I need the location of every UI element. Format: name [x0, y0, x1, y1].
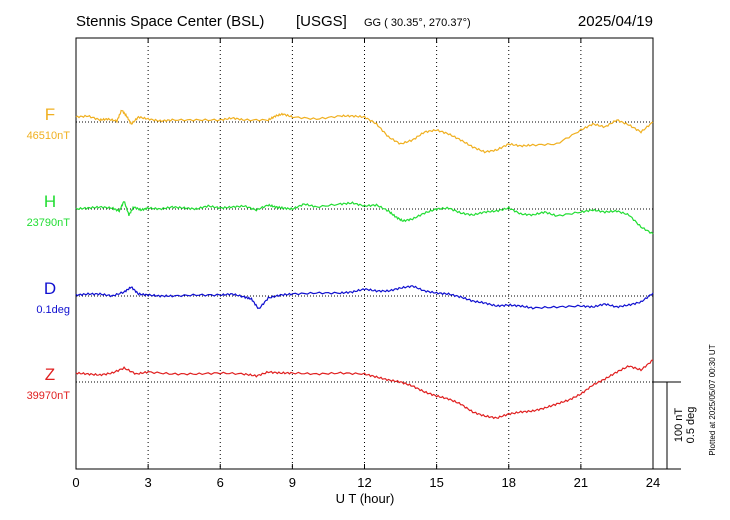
x-tick-label-0: 0	[72, 475, 79, 490]
series-name-D: D	[44, 279, 56, 298]
station-title: Stennis Space Center (BSL)	[76, 13, 264, 30]
x-axis: 0 3 6 9 12 15 18 21 24	[72, 38, 660, 490]
scale-bar-deg-label: 0.5 deg	[685, 407, 697, 444]
series-line-F	[75, 109, 654, 154]
series-group	[75, 109, 654, 420]
x-tick-label-15: 15	[429, 475, 443, 490]
baseline-label-F: 46510nT	[27, 130, 71, 142]
x-tick-label-21: 21	[574, 475, 588, 490]
x-tick-label-12: 12	[357, 475, 371, 490]
baseline-label-Z: 39970nT	[27, 390, 71, 402]
x-tick-label-18: 18	[502, 475, 516, 490]
scale-bar: 100 nT 0.5 deg	[653, 381, 697, 470]
coords-label: GG ( 30.35°, 270.37°)	[364, 17, 471, 29]
series-name-F: F	[45, 105, 55, 124]
series-line-D	[75, 285, 654, 310]
baselines	[76, 121, 653, 383]
series-line-H	[75, 201, 654, 235]
x-tick-label-9: 9	[289, 475, 296, 490]
scale-bar-nt-label: 100 nT	[673, 408, 685, 443]
series-name-H: H	[44, 192, 56, 211]
series-labels: F 46510nT H 23790nT D 0.1deg Z 39970nT	[27, 105, 71, 402]
network-label: [USGS]	[296, 13, 347, 30]
date-label: 2025/04/19	[578, 13, 653, 30]
x-tick-label-3: 3	[145, 475, 152, 490]
series-name-Z: Z	[45, 365, 55, 384]
baseline-label-D: 0.1deg	[36, 304, 70, 316]
series-line-Z	[75, 359, 654, 420]
grid-lines	[147, 38, 582, 469]
x-axis-label: U T (hour)	[336, 491, 395, 506]
baseline-label-H: 23790nT	[27, 217, 71, 229]
x-tick-label-24: 24	[646, 475, 660, 490]
x-tick-label-6: 6	[217, 475, 224, 490]
plotted-at-note: Plotted at 2025/05/07 00:30 UT	[708, 344, 717, 455]
